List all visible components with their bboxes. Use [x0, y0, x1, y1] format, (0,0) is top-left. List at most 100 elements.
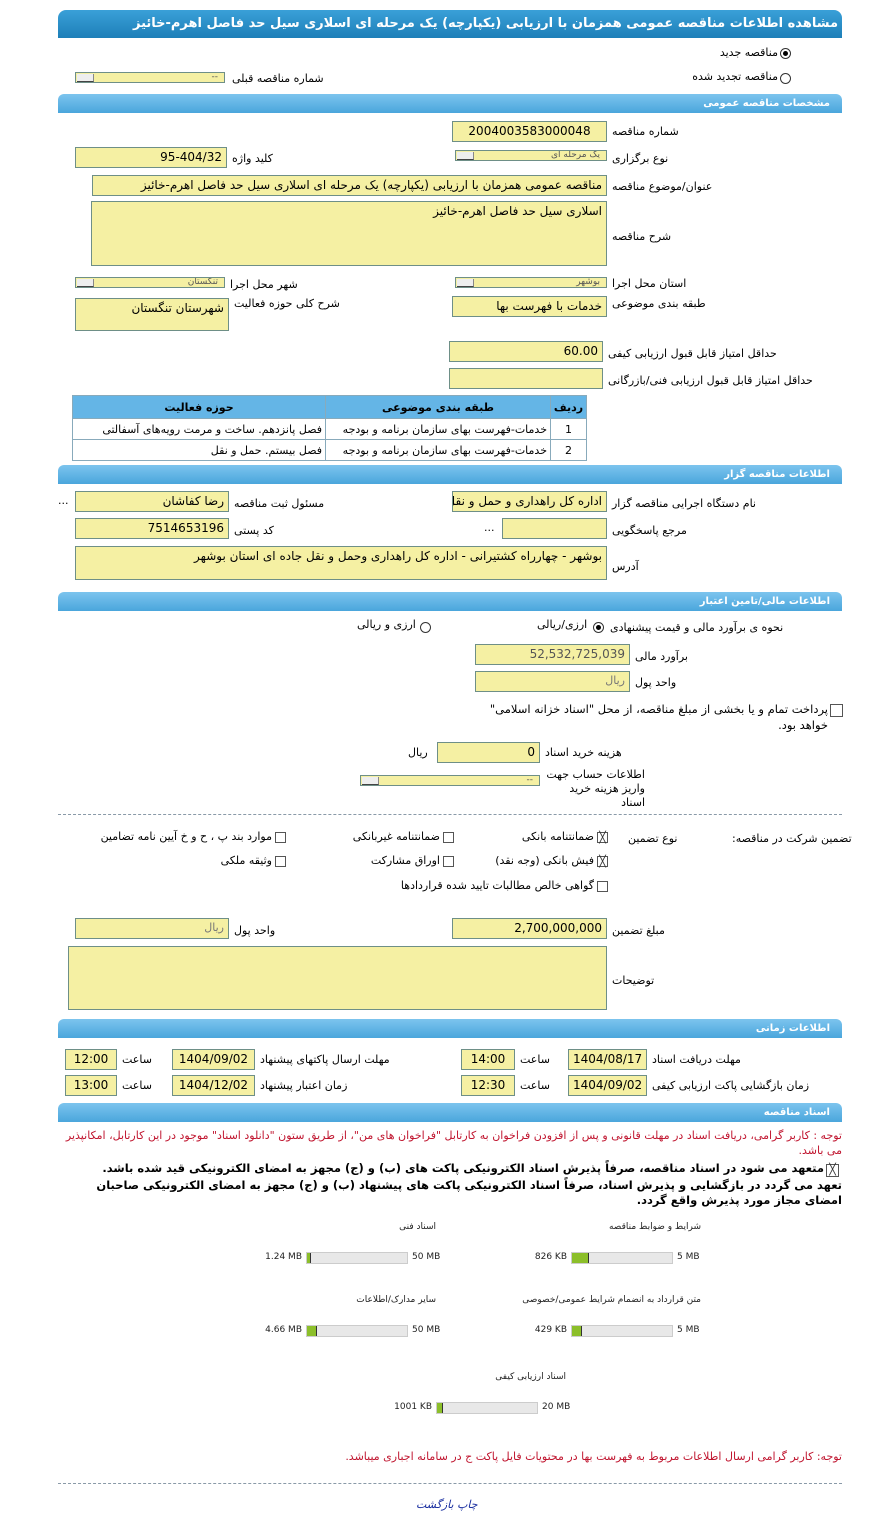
org-label: نام دستگاه اجرایی مناقصه گزار [612, 497, 756, 510]
radio-new-tender[interactable] [780, 48, 791, 59]
file-size: 4.66 MB [265, 1325, 302, 1335]
file-progress-bar [436, 1402, 538, 1414]
doc-cost-label: هزینه خرید اسناد [545, 746, 622, 759]
guarantee-checkbox[interactable] [597, 881, 608, 892]
file-max-size: 5 MB [677, 1252, 700, 1262]
postal-label: کد پستی [234, 524, 274, 537]
guarantee-amount-field: 2,700,000,000 [452, 918, 607, 939]
file-max-size: 50 MB [412, 1325, 441, 1335]
postal-field: 7514653196 [75, 518, 229, 539]
holding-type-select[interactable]: یک مرحله ای [455, 150, 607, 161]
submit-label: مهلت ارسال پاکتهای پیشنهاد [260, 1053, 390, 1066]
account-select[interactable]: -- [360, 775, 540, 786]
file-progress-bar [306, 1252, 408, 1264]
file-progress-fill [307, 1326, 318, 1336]
time-label: ساعت [122, 1079, 152, 1092]
city-select[interactable]: تنگستان [75, 277, 225, 288]
file-size: 1.24 MB [265, 1252, 302, 1262]
guarantee-option-label: گواهی خالص مطالبات تایید شده قراردادها [400, 879, 594, 892]
time-label: ساعت [122, 1053, 152, 1066]
subject-field: مناقصه عمومی همزمان با ارزیابی (یکپارچه)… [92, 175, 607, 196]
description-field: اسلاری سیل حد فاصل اهرم-خائیز [91, 201, 607, 266]
currency-field: ریال [475, 671, 630, 692]
file-progress-fill [307, 1253, 311, 1263]
address-field: بوشهر - چهارراه کشتیرانی - اداره کل راهد… [75, 546, 607, 580]
treasury-checkbox[interactable] [830, 704, 843, 717]
guarantee-currency-label: واحد پول [234, 924, 276, 937]
doc-receive-date: 1404/08/17 [568, 1049, 647, 1070]
col-header-category: طبقه بندی موضوعی [325, 395, 551, 419]
min-tech-field [449, 368, 603, 389]
province-label: استان محل اجرا [612, 277, 687, 290]
method-label: نحوه ی برآورد مالی و قیمت پیشنهادی [610, 621, 784, 634]
ref-field [502, 518, 607, 539]
guarantee-checkbox[interactable]: ╳ [597, 832, 608, 843]
print-link[interactable]: چاپ [457, 1498, 478, 1511]
activity-table: ردیف طبقه بندی موضوعی حوزه فعالیت 1 خدمات-ف… [72, 395, 587, 461]
file-label: شرایط و ضوابط مناقصه [608, 1222, 701, 1232]
time-label: ساعت [520, 1053, 550, 1066]
keyword-field: 95-404/32 [75, 147, 227, 168]
category-label: طبقه بندی موضوعی [612, 297, 706, 310]
registrar-label: مسئول ثبت مناقصه [234, 497, 325, 510]
radio-rial[interactable] [593, 622, 604, 633]
ref-label: مرجع پاسخگویی [612, 524, 687, 537]
doc-cost-field: 0 [437, 742, 540, 763]
guarantee-checkbox[interactable] [275, 832, 286, 843]
guarantee-label: تضمین شرکت در مناقصه: [732, 832, 852, 845]
min-tech-label: حداقل امتیاز قابل قبول ارزیابی فنی/بازرگ… [608, 374, 813, 387]
validity-time: 13:00 [65, 1075, 117, 1096]
open-time: 12:30 [461, 1075, 515, 1096]
guarantee-checkbox[interactable]: ╳ [597, 856, 608, 867]
file-label: اسناد ارزیابی کیفی [495, 1372, 566, 1382]
guarantee-checkbox[interactable] [443, 856, 454, 867]
ref-more-link[interactable]: ... [484, 521, 495, 534]
address-label: آدرس [612, 560, 639, 573]
tender-number-label: شماره مناقصه [612, 125, 679, 138]
doc-cost-unit: ریال [408, 746, 428, 759]
currency-label: واحد پول [635, 676, 677, 689]
registrar-field: رضا کفاشان [75, 491, 229, 512]
section-timing: اطلاعات زمانی [58, 1019, 842, 1038]
file-progress-fill [572, 1253, 590, 1263]
validity-date: 1404/12/02 [172, 1075, 255, 1096]
doc-receive-time: 14:00 [461, 1049, 515, 1070]
org-more-link[interactable]: ... [58, 494, 69, 507]
min-quality-label: حداقل امتیاز قابل قبول ارزیابی کیفی [608, 347, 777, 360]
treasury-text: پرداخت تمام و یا بخشی از مبلغ مناقصه، از… [489, 702, 828, 732]
subject-label: عنوان/موضوع مناقصه [612, 180, 713, 193]
guarantee-amount-label: مبلغ تضمین [612, 924, 665, 937]
footer-note: توجه: کاربر گرامی ارسال اطلاعات مربوط به… [345, 1450, 842, 1463]
guarantee-option-label: اوراق مشارکت [370, 854, 440, 867]
guarantee-checkbox[interactable] [275, 856, 286, 867]
submit-time: 12:00 [65, 1049, 117, 1070]
radio-rial-label: ارزی/ریالی [537, 618, 588, 631]
radio-renewed-tender[interactable] [780, 73, 791, 84]
province-select[interactable]: بوشهر [455, 277, 607, 288]
table-row: 1 خدمات-فهرست بهای سازمان برنامه و بودجه ف… [72, 418, 587, 440]
radio-renewed-label: مناقصه تجدید شده [692, 70, 778, 83]
file-size: 826 KB [534, 1252, 567, 1262]
file-progress-bar [571, 1252, 673, 1264]
radio-currency-rial[interactable] [420, 622, 431, 633]
col-header-scope: حوزه فعالیت [72, 395, 326, 419]
prev-number-label: شماره مناقصه قبلی [232, 72, 324, 85]
guarantee-checkbox[interactable] [443, 832, 454, 843]
col-header-row: ردیف [550, 395, 587, 419]
guarantee-option-label: وثیقه ملکی [220, 854, 272, 867]
scope-label: شرح کلی حوزه فعالیت [234, 297, 340, 310]
file-label: متن قرارداد به انضمام شرایط عمومی/خصوصی [522, 1295, 701, 1305]
table-row: 2 خدمات-فهرست بهای سازمان برنامه و بودجه ف… [72, 439, 587, 461]
notes-label: توضیحات [612, 974, 655, 987]
guarantee-currency-field: ریال [75, 918, 229, 939]
submit-date: 1404/09/02 [172, 1049, 255, 1070]
commit-checkbox[interactable]: ╳ [826, 1164, 839, 1177]
file-max-size: 5 MB [677, 1325, 700, 1335]
category-field: خدمات با فهرست بها [452, 296, 607, 317]
prev-number-select[interactable]: -- [75, 72, 225, 83]
section-general: مشخصات مناقصه عمومی [58, 94, 842, 113]
file-max-size: 20 MB [542, 1402, 571, 1412]
section-organizer: اطلاعات مناقصه گزار [58, 465, 842, 484]
back-link[interactable]: بازگشت [416, 1498, 454, 1511]
city-label: شهر محل اجرا [230, 278, 298, 291]
